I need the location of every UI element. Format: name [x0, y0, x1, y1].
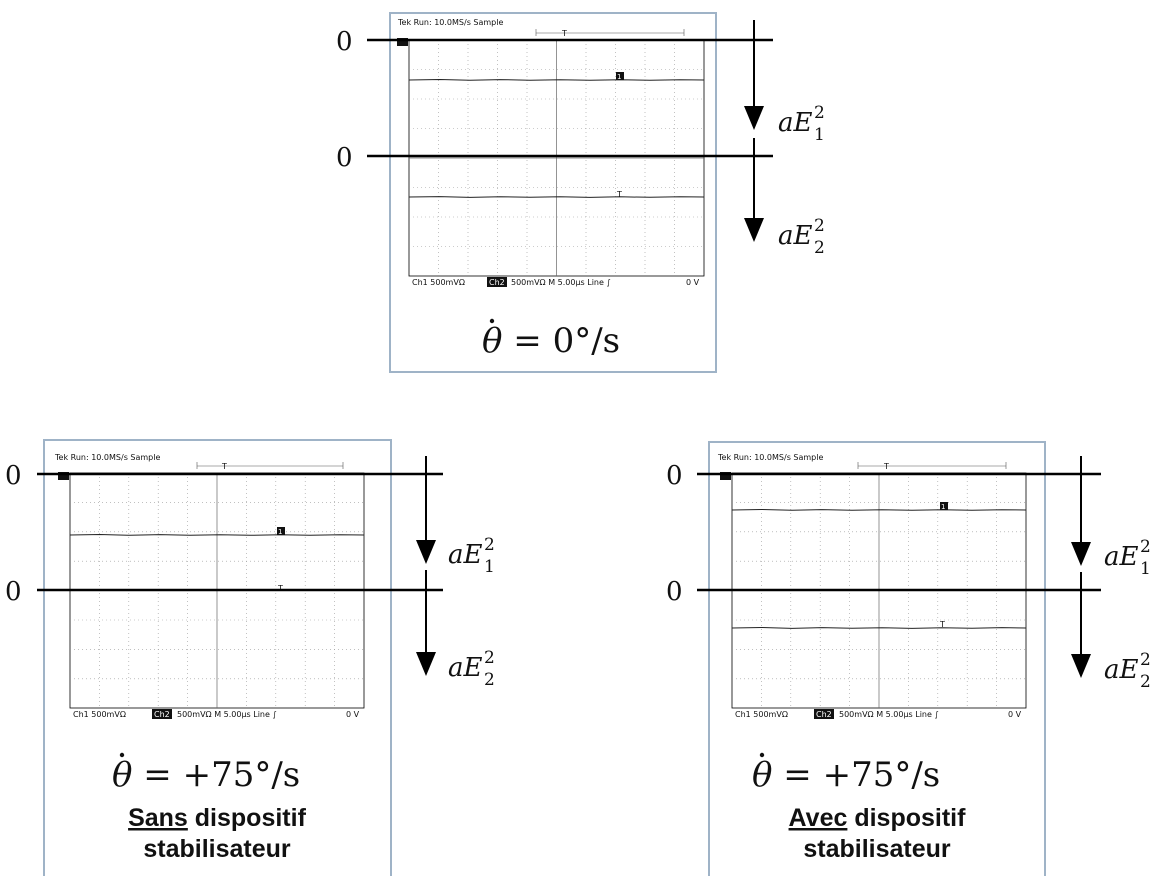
ch1-marker [616, 72, 624, 80]
panel-frame [389, 12, 717, 373]
arrow-ch1-head [1071, 542, 1091, 566]
grid-dots [409, 40, 704, 276]
footer-ch2-badge: Ch2 [154, 710, 170, 719]
label-ae1-sup: 2 [814, 103, 825, 123]
footer-settings: 500mVΩ M 5.00µs Line ∫ [839, 710, 939, 719]
ch1-marker [277, 527, 285, 535]
footer-ch2-badge-bg [152, 709, 172, 719]
footer-ch2-badge-bg [487, 277, 507, 287]
ch1-marker-label: 1 [617, 73, 621, 81]
label-ae2-sub: 2 [814, 238, 825, 258]
ch2-marker-label: T [939, 620, 945, 629]
panel-top: Tek Run: 10.0MS/s Sample T 1 T Ch1 500mV… [336, 12, 825, 373]
label-ae2-sup: 2 [1140, 650, 1151, 670]
label-ae1-sub: 1 [814, 125, 825, 145]
caption-line1: Sans dispositif [128, 804, 306, 832]
footer-ch1: Ch1 500mVΩ [412, 278, 465, 287]
ch1-marker [940, 502, 948, 510]
trigger-label: T [883, 462, 889, 471]
footer-ch2-badge: Ch2 [489, 278, 505, 287]
trace-ch1 [69, 533, 365, 536]
footer-level: 0 V [346, 710, 360, 719]
trace-ch1 [731, 508, 1027, 511]
label-ae2-sup: 2 [484, 648, 495, 668]
trace-ch1 [408, 78, 705, 81]
label-ae1-sub: 1 [484, 557, 495, 577]
panel-right: Tek Run: 10.0MS/s Sample T 1 T Ch1 500mV… [666, 441, 1151, 876]
label-ae1: aE [778, 108, 813, 138]
footer-ch1: Ch1 500mVΩ [735, 710, 788, 719]
arrow-ch1-head [744, 106, 764, 130]
arrow-ch1-head [416, 540, 436, 564]
caption-underlined: Sans [128, 804, 188, 832]
formula-dot [119, 752, 125, 758]
footer-ch2-badge: Ch2 [816, 710, 832, 719]
footer-ch1: Ch1 500mVΩ [73, 710, 126, 719]
label-ae2-sup: 2 [814, 216, 825, 236]
ch2-ground-marker [397, 38, 408, 46]
formula: θ = +75°/s [752, 755, 940, 795]
trace-ch2 [731, 626, 1027, 629]
grid-dots [732, 473, 1026, 708]
ch2-marker-label: T [277, 584, 283, 593]
zero-label-ch1: 0 [666, 461, 683, 491]
label-ae2: aE [448, 653, 483, 683]
label-ae1-sup: 2 [484, 535, 495, 555]
scope-header: Tek Run: 10.0MS/s Sample [54, 453, 160, 462]
panel-frame [43, 439, 392, 876]
footer-settings: 500mVΩ M 5.00µs Line ∫ [177, 710, 277, 719]
formula-dot [489, 318, 495, 324]
label-ae2: aE [1104, 655, 1139, 685]
caption-line2: stabilisateur [143, 835, 291, 863]
footer-level: 0 V [686, 278, 700, 287]
caption-line1: Avec dispositif [789, 804, 967, 832]
arrow-ch2-head [744, 218, 764, 242]
ch1-marker-label: 1 [278, 528, 282, 536]
footer-ch2-badge-bg [814, 709, 834, 719]
panel-left: Tek Run: 10.0MS/s Sample T 1 T Ch1 500mV… [5, 439, 495, 876]
ch2-ground-marker [58, 472, 69, 480]
formula-dot [759, 752, 765, 758]
ch2-marker-label: T [616, 190, 622, 199]
label-ae2: aE [778, 221, 813, 251]
label-ae2-sub: 2 [1140, 672, 1151, 692]
zero-label-ch1: 0 [336, 27, 353, 57]
label-ae1-sub: 1 [1140, 559, 1151, 579]
footer-settings: 500mVΩ M 5.00µs Line ∫ [511, 278, 611, 287]
panel-frame [708, 441, 1046, 876]
scope-header: Tek Run: 10.0MS/s Sample [397, 18, 503, 27]
label-ae1-sup: 2 [1140, 537, 1151, 557]
ch1-marker-label: 1 [941, 503, 945, 511]
trigger-label: T [561, 29, 567, 38]
trace-ch2 [408, 196, 705, 198]
trigger-label: T [221, 462, 227, 471]
arrow-ch2-head [416, 652, 436, 676]
footer-level: 0 V [1008, 710, 1022, 719]
formula: θ = 0°/s [482, 321, 620, 361]
arrow-ch2-head [1071, 654, 1091, 678]
zero-label-ch2: 0 [666, 577, 683, 607]
zero-label-ch2: 0 [5, 577, 22, 607]
zero-label-ch1: 0 [5, 461, 22, 491]
label-ae1: aE [448, 540, 483, 570]
zero-label-ch2: 0 [336, 143, 353, 173]
caption-underlined: Avec [789, 804, 848, 832]
ch2-ground-marker [720, 472, 731, 480]
formula: θ = +75°/s [112, 755, 300, 795]
grid-dots [70, 473, 364, 708]
caption-line2: stabilisateur [803, 835, 951, 863]
label-ae2-sub: 2 [484, 670, 495, 690]
scope-header: Tek Run: 10.0MS/s Sample [717, 453, 823, 462]
label-ae1: aE [1104, 542, 1139, 572]
